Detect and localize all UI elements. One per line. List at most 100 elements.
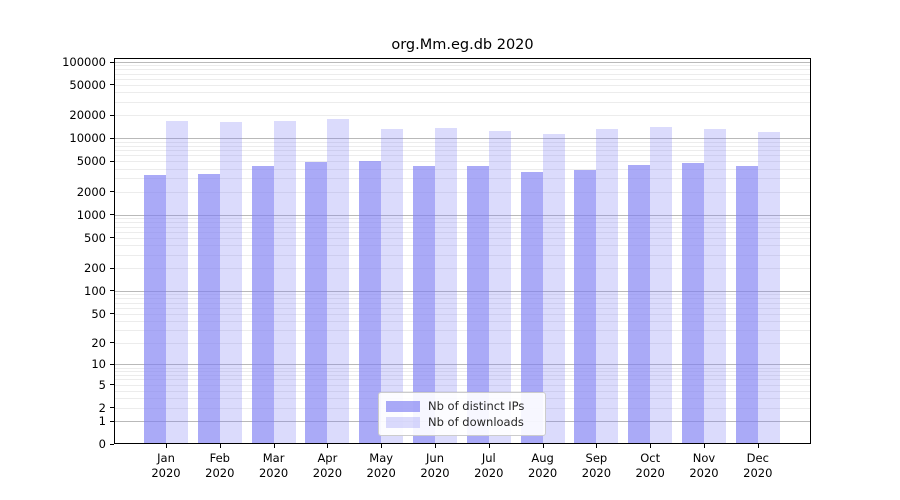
gridline <box>115 313 810 315</box>
bar-distinct-ips-nov <box>682 163 704 443</box>
y-tick-label: 10000 <box>69 131 106 146</box>
gridline <box>115 222 810 224</box>
y-tick <box>110 84 114 86</box>
x-tick <box>273 444 275 448</box>
y-tick-label: 0 <box>98 437 106 451</box>
gridline <box>115 155 810 157</box>
bar-distinct-ips-sep <box>574 169 597 443</box>
gridline <box>115 384 810 386</box>
y-tick-label: 5000 <box>76 154 106 169</box>
gridline <box>115 371 810 373</box>
gridline <box>115 268 810 270</box>
legend-swatch-distinct-ips <box>386 400 420 412</box>
x-tick <box>219 444 221 448</box>
x-tick-label: Oct 2020 <box>635 451 665 480</box>
gridline <box>115 78 810 80</box>
gridline <box>115 375 810 376</box>
bar-distinct-ips-may <box>359 160 382 443</box>
bar-downloads-nov <box>704 128 726 443</box>
y-tick <box>110 191 114 193</box>
x-tick-label: Jun 2020 <box>420 451 450 480</box>
bar-downloads-jan <box>166 120 188 443</box>
gridline <box>115 150 810 152</box>
gridline <box>115 364 810 366</box>
legend-label-distinct-ips: Nb of distinct IPs <box>428 399 525 413</box>
bar-distinct-ips-apr <box>305 162 328 443</box>
y-tick-label: 10 <box>91 357 106 372</box>
bar-distinct-ips-jan <box>144 175 166 443</box>
gridline <box>115 218 810 220</box>
y-tick <box>110 384 114 386</box>
gridline <box>115 226 810 228</box>
y-tick-label: 2000 <box>76 184 106 199</box>
gridline <box>115 231 810 233</box>
gridline <box>115 92 810 94</box>
y-tick <box>110 313 114 315</box>
y-tick-label: 5 <box>98 377 106 392</box>
gridline <box>115 245 810 247</box>
x-tick-label: Jul 2020 <box>474 451 504 480</box>
x-tick <box>166 444 167 448</box>
y-tick <box>110 363 114 365</box>
y-tick <box>110 137 114 139</box>
x-tick-label: Apr 2020 <box>312 451 343 480</box>
gridline <box>115 367 810 369</box>
y-tick-label: 1 <box>98 414 106 428</box>
y-tick <box>110 290 114 292</box>
y-tick <box>110 160 114 162</box>
gridline <box>115 320 810 322</box>
y-tick <box>110 342 114 344</box>
gridline <box>115 115 810 117</box>
bar-downloads-mar <box>273 121 296 443</box>
x-tick <box>488 444 490 448</box>
gridline <box>115 330 810 332</box>
y-tick-label: 1000 <box>76 207 106 222</box>
x-tick-label: Feb 2020 <box>205 451 235 480</box>
y-tick <box>110 214 114 216</box>
plot-area: Nb of distinct IPs Nb of downloads <box>114 58 811 444</box>
y-tick-label: 50 <box>91 306 106 321</box>
y-tick-label: 2 <box>98 400 106 415</box>
bar-distinct-ips-jun <box>413 165 435 443</box>
gridline <box>115 65 810 67</box>
gridline <box>115 141 810 143</box>
y-tick <box>110 420 114 422</box>
gridline <box>115 379 810 381</box>
y-tick-label: 100000 <box>62 55 106 69</box>
gridline <box>115 84 810 86</box>
gridline <box>115 294 810 296</box>
gridline <box>115 342 810 344</box>
gridline <box>115 161 810 163</box>
bar-distinct-ips-mar <box>251 166 274 443</box>
bar-downloads-feb <box>219 121 242 443</box>
gridline <box>115 138 810 140</box>
bar-distinct-ips-feb <box>197 174 220 443</box>
bar-distinct-ips-oct <box>628 164 651 443</box>
x-tick <box>542 444 544 448</box>
gridline <box>115 145 810 147</box>
gridline <box>115 62 810 63</box>
gridline <box>115 101 810 103</box>
gridline <box>115 214 810 216</box>
gridline <box>115 191 810 193</box>
legend: Nb of distinct IPs Nb of downloads <box>378 392 546 436</box>
legend-swatch-downloads <box>386 416 420 428</box>
x-tick <box>650 444 652 448</box>
y-tick <box>110 114 114 116</box>
x-tick <box>757 444 759 448</box>
x-tick-label: May 2020 <box>366 451 396 480</box>
x-tick <box>704 444 705 448</box>
gridline <box>115 307 810 309</box>
x-tick <box>435 444 436 448</box>
bar-distinct-ips-dec <box>735 166 758 443</box>
bar-distinct-ips-aug <box>520 172 543 443</box>
x-tick <box>596 444 598 448</box>
gridline <box>115 302 810 304</box>
chart-title: org.Mm.eg.db 2020 <box>391 37 534 53</box>
y-tick <box>110 407 114 409</box>
bar-downloads-sep <box>596 128 619 443</box>
bar-downloads-jun <box>435 127 457 443</box>
bar-downloads-may <box>381 128 404 443</box>
bar-downloads-aug <box>542 134 565 443</box>
